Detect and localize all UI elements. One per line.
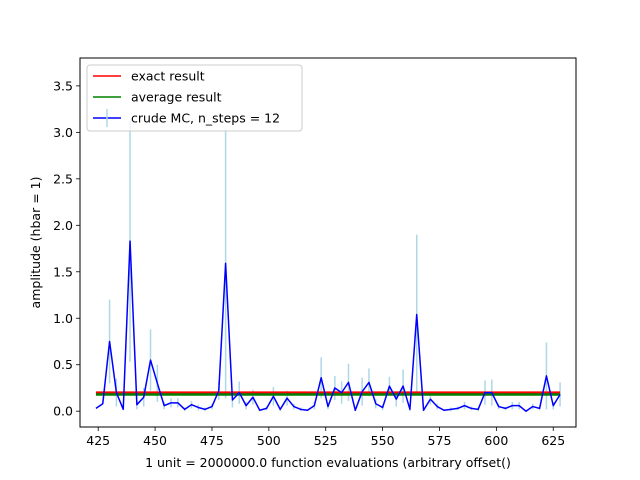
plot-area bbox=[95, 120, 561, 412]
x-tick-label: 600 bbox=[484, 433, 508, 448]
legend-label: exact result bbox=[131, 69, 205, 84]
y-tick-label: 3.5 bbox=[53, 78, 73, 93]
y-tick-label: 2.5 bbox=[53, 171, 73, 186]
y-axis-label: amplitude (hbar = 1) bbox=[28, 177, 43, 309]
legend-box bbox=[86, 64, 303, 132]
y-tick-label: 3.0 bbox=[53, 125, 73, 140]
y-tick-label: 2.0 bbox=[53, 218, 73, 233]
x-tick-label: 475 bbox=[200, 433, 224, 448]
legend-label: crude MC, n_steps = 12 bbox=[131, 111, 280, 126]
axis-ticks: 425 450 475 500 525 550 575 600 625 0.0 0.5 1.0 1.5 2… bbox=[53, 78, 565, 448]
y-tick-label: 1.0 bbox=[53, 311, 73, 326]
y-tick-label: 0.0 bbox=[53, 404, 73, 419]
x-tick-label: 425 bbox=[86, 433, 110, 448]
legend-label: average result bbox=[131, 90, 222, 105]
y-tick-label: 1.5 bbox=[53, 264, 73, 279]
x-tick-label: 550 bbox=[371, 433, 395, 448]
x-tick-label: 450 bbox=[143, 433, 167, 448]
x-tick-label: 625 bbox=[541, 433, 565, 448]
crude-mc-line bbox=[95, 240, 561, 412]
legend: exact result average result crude MC, n_st… bbox=[86, 64, 303, 132]
x-tick-label: 575 bbox=[428, 433, 452, 448]
x-axis-label: 1 unit = 2000000.0 function evaluations … bbox=[145, 455, 511, 470]
x-tick-label: 525 bbox=[314, 433, 338, 448]
axes-frame bbox=[79, 57, 577, 428]
y-tick-label: 0.5 bbox=[53, 357, 73, 372]
x-tick-label: 500 bbox=[257, 433, 281, 448]
